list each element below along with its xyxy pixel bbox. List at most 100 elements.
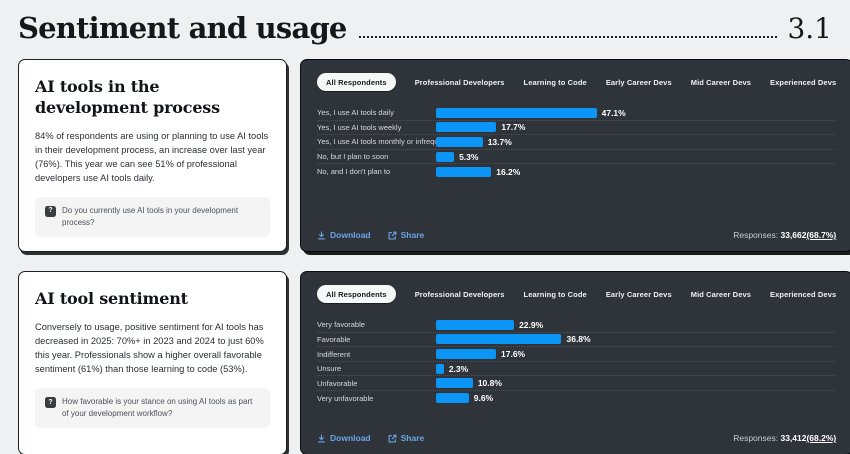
responses-count: Responses: 33,412(68.2%) bbox=[733, 433, 836, 443]
download-icon bbox=[318, 231, 325, 240]
bar-track: 47.1% bbox=[436, 107, 777, 118]
sentiment-bar-chart: Very favorable 22.9% Favorable 36.8% Ind… bbox=[317, 318, 837, 406]
audience-tab-bar: All Respondents Professional Developers Le… bbox=[317, 285, 837, 304]
bar bbox=[436, 136, 483, 147]
chart-bar-row: No, and I don't plan to 16.2% bbox=[317, 164, 836, 179]
survey-question-box: ? How favorable is your stance on using … bbox=[35, 388, 270, 429]
tab-learning-to-code[interactable]: Learning to Code bbox=[523, 77, 587, 87]
bar-category-label: Very favorable bbox=[317, 320, 365, 330]
question-icon: ? bbox=[45, 397, 56, 409]
bar-value-label: 36.8% bbox=[566, 334, 591, 345]
bar-track: 17.6% bbox=[436, 349, 777, 360]
chart-bar-row: Yes, I use AI tools weekly 17.7% bbox=[317, 121, 837, 136]
chart-bar-row: Indifferent 17.6% bbox=[317, 347, 837, 362]
bar-value-label: 16.2% bbox=[496, 166, 521, 177]
responses-label: Responses: bbox=[733, 433, 779, 444]
survey-question-box: ? Do you currently use AI tools in your … bbox=[35, 197, 270, 238]
chart-panel-sentiment: All Respondents Professional Developers Le… bbox=[300, 271, 850, 454]
bar-value-label: 13.7% bbox=[487, 136, 512, 147]
tab-all-respondents[interactable]: All Respondents bbox=[317, 285, 396, 304]
bar-value-label: 22.9% bbox=[519, 319, 544, 330]
bar-track: 2.3% bbox=[436, 363, 777, 374]
bar bbox=[436, 363, 444, 374]
bar-value-label: 47.1% bbox=[601, 107, 626, 118]
responses-percent: (68.2%) bbox=[806, 433, 837, 444]
tab-professional-developers[interactable]: Professional Developers bbox=[414, 77, 505, 87]
dotted-leader bbox=[358, 36, 778, 38]
share-button[interactable]: Share bbox=[388, 433, 425, 444]
share-icon bbox=[388, 434, 397, 443]
card-body-text: Conversely to usage, positive sentiment … bbox=[35, 321, 264, 375]
responses-label: Responses: bbox=[733, 230, 779, 241]
page-title: Sentiment and usage bbox=[18, 11, 347, 45]
tab-experienced-devs[interactable]: Experienced Devs bbox=[770, 289, 837, 299]
tab-professional-developers[interactable]: Professional Developers bbox=[414, 289, 505, 299]
chart-panel-usage: All Respondents Professional Developers Le… bbox=[300, 59, 850, 253]
bar-category-label: Yes, I use AI tools weekly bbox=[317, 122, 402, 132]
bar-category-label: Very unfavorable bbox=[317, 393, 374, 403]
bar-track: 17.7% bbox=[436, 122, 777, 133]
bar-category-label: Yes, I use AI tools monthly or infrequen… bbox=[317, 137, 436, 147]
responses-percent: (68.7%) bbox=[806, 230, 837, 241]
share-label: Share bbox=[400, 230, 425, 241]
tab-all-respondents[interactable]: All Respondents bbox=[317, 73, 396, 91]
bar-value-label: 5.3% bbox=[459, 151, 479, 162]
tab-learning-to-code[interactable]: Learning to Code bbox=[523, 289, 587, 299]
bar-value-label: 17.6% bbox=[501, 349, 526, 360]
responses-count: Responses: 33,662(68.7%) bbox=[733, 230, 836, 240]
survey-question-text: Do you currently use AI tools in your de… bbox=[62, 206, 239, 228]
summary-card-sentiment: AI tool sentiment Conversely to usage, p… bbox=[18, 271, 287, 454]
chart-bar-row: No, but I plan to soon 5.3% bbox=[317, 150, 837, 165]
bar-track: 13.7% bbox=[436, 136, 777, 147]
bar-category-label: Indifferent bbox=[317, 349, 351, 359]
section-number: 3.1 bbox=[787, 12, 832, 45]
bar bbox=[436, 334, 562, 345]
card-title: AI tool sentiment bbox=[35, 289, 188, 309]
bar-track: 16.2% bbox=[436, 166, 777, 177]
tab-experienced-devs[interactable]: Experienced Devs bbox=[770, 77, 837, 87]
summary-card-usage: AI tools in the development process 84% … bbox=[18, 59, 287, 253]
responses-value: 33,662 bbox=[780, 230, 807, 241]
tab-early-career-devs[interactable]: Early Career Devs bbox=[605, 77, 672, 87]
download-label: Download bbox=[330, 433, 371, 444]
card-body-text: 84% of respondents are using or planning… bbox=[35, 130, 269, 183]
bar-track: 10.8% bbox=[436, 378, 777, 389]
panel-footer: Download Share Responses: 33,412(68.2%) bbox=[317, 423, 836, 443]
chart-bar-row: Unsure 2.3% bbox=[317, 362, 837, 377]
responses-value: 33,412 bbox=[780, 433, 807, 444]
chart-bar-row: Very favorable 22.9% bbox=[317, 318, 837, 333]
bar bbox=[436, 122, 497, 133]
bar-category-label: Favorable bbox=[317, 334, 351, 344]
download-icon bbox=[318, 434, 325, 443]
share-icon bbox=[388, 231, 397, 240]
bar-value-label: 9.6% bbox=[473, 393, 494, 404]
bar-value-label: 10.8% bbox=[477, 378, 502, 389]
panel-footer: Download Share Responses: 33,662(68.7%) bbox=[317, 220, 836, 240]
download-button[interactable]: Download bbox=[317, 433, 371, 443]
bar-value-label: 2.3% bbox=[448, 363, 469, 374]
tab-early-career-devs[interactable]: Early Career Devs bbox=[605, 289, 672, 299]
chart-bar-row: Yes, I use AI tools daily 47.1% bbox=[317, 106, 837, 121]
bar bbox=[436, 166, 492, 177]
bar-track: 36.8% bbox=[436, 334, 777, 345]
survey-question-text: How favorable is your stance on using AI… bbox=[62, 397, 253, 419]
sentiment-section: AI tool sentiment Conversely to usage, p… bbox=[18, 271, 850, 454]
bar bbox=[436, 349, 497, 360]
chart-actions: Download Share bbox=[317, 230, 424, 240]
card-title: AI tools in the development process bbox=[35, 77, 220, 117]
bar bbox=[436, 319, 515, 330]
bar-category-label: Unfavorable bbox=[317, 378, 358, 388]
bar bbox=[436, 151, 455, 162]
tab-mid-career-devs[interactable]: Mid Career Devs bbox=[690, 77, 752, 87]
audience-tab-bar: All Respondents Professional Developers Le… bbox=[317, 73, 836, 91]
chart-bar-row: Favorable 36.8% bbox=[317, 333, 837, 348]
share-button[interactable]: Share bbox=[388, 230, 425, 241]
bar-category-label: Unsure bbox=[317, 364, 342, 374]
share-label: Share bbox=[400, 433, 425, 444]
bar-category-label: No, but I plan to soon bbox=[317, 152, 389, 162]
tab-mid-career-devs[interactable]: Mid Career Devs bbox=[690, 289, 752, 299]
chart-bar-row: Very unfavorable 9.6% bbox=[317, 391, 836, 406]
bar-track: 9.6% bbox=[436, 393, 777, 404]
download-button[interactable]: Download bbox=[317, 230, 371, 240]
